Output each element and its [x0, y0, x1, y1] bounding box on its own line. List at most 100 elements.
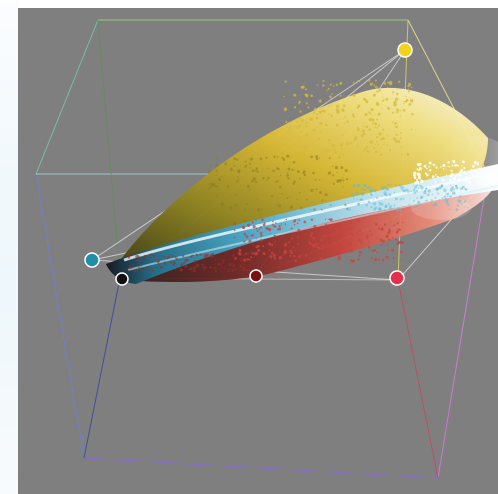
color-speck: [332, 232, 335, 236]
color-speck: [348, 251, 350, 254]
color-speck: [324, 199, 326, 202]
color-speck: [272, 169, 275, 172]
color-speck: [335, 104, 340, 108]
color-speck: [279, 228, 281, 230]
color-speck: [368, 118, 372, 122]
color-speck: [340, 166, 344, 170]
color-speck: [239, 266, 242, 269]
color-speck: [374, 230, 376, 232]
color-speck: [314, 179, 317, 181]
color-speck: [353, 138, 356, 142]
color-speck: [300, 85, 304, 89]
color-speck: [128, 265, 132, 269]
color-speck: [455, 208, 459, 211]
color-speck: [308, 257, 311, 259]
color-speck: [146, 267, 149, 270]
color-speck: [310, 155, 314, 159]
color-speck: [372, 93, 376, 97]
color-speck: [140, 269, 143, 273]
color-speck: [345, 243, 348, 246]
color-speck: [341, 249, 344, 252]
color-speck: [271, 251, 274, 255]
color-speck: [232, 264, 236, 268]
color-speck: [458, 177, 460, 179]
color-speck: [129, 262, 131, 265]
color-speck: [259, 226, 263, 229]
color-speck: [356, 198, 358, 200]
color-speck: [257, 248, 261, 252]
color-speck: [472, 166, 474, 168]
color-speck: [362, 132, 366, 136]
color-speck: [382, 96, 384, 98]
color-speck: [289, 138, 292, 141]
color-speck: [383, 209, 386, 212]
color-speck: [321, 199, 323, 201]
color-speck: [391, 184, 393, 186]
color-speck: [297, 219, 299, 221]
color-speck: [340, 81, 343, 84]
color-speck: [384, 205, 388, 208]
color-speck: [275, 181, 278, 183]
color-speck: [309, 118, 313, 121]
color-speck: [387, 81, 390, 84]
color-speck: [311, 142, 314, 145]
color-speck: [478, 174, 481, 177]
color-speck: [207, 170, 211, 173]
color-speck: [359, 230, 362, 233]
color-speck: [430, 199, 433, 202]
color-speck: [428, 165, 431, 168]
color-speck: [345, 228, 348, 231]
color-speck: [260, 234, 263, 237]
color-speck: [380, 244, 382, 246]
palette-handles[interactable]: [84, 42, 413, 286]
color-speck: [317, 137, 321, 141]
color-speck: [275, 222, 277, 224]
color-speck: [352, 81, 355, 84]
color-speck: [346, 120, 349, 123]
color-speck: [222, 261, 224, 263]
color-speck: [251, 233, 254, 237]
color-speck: [345, 178, 349, 181]
color-speck: [415, 189, 419, 193]
color-speck: [327, 246, 329, 249]
color-speck: [267, 242, 271, 245]
color-speck: [284, 138, 286, 140]
color-speck: [428, 204, 430, 206]
color-speck: [351, 113, 355, 116]
color-speck: [278, 224, 281, 228]
color-speck: [254, 252, 258, 256]
color-speck: [357, 79, 359, 82]
color-speck: [375, 196, 379, 199]
color-cloud-canvas[interactable]: [18, 8, 498, 494]
color-speck: [358, 254, 361, 257]
color-speck: [434, 180, 437, 183]
color-speck: [243, 254, 246, 257]
color-speck: [446, 182, 449, 185]
handle-cyan[interactable]: [84, 252, 100, 268]
color-speck: [296, 222, 299, 225]
color-speck: [251, 221, 254, 224]
handle-red[interactable]: [389, 270, 405, 286]
color-speck: [211, 252, 215, 256]
color-speck: [203, 266, 207, 270]
speckle-layer: [127, 79, 481, 273]
handle-black[interactable]: [115, 272, 129, 286]
color-speck: [373, 84, 376, 87]
color-speck: [458, 199, 462, 203]
color-speck: [428, 169, 432, 172]
color-speck: [214, 269, 218, 273]
handle-yellow[interactable]: [397, 42, 413, 58]
color-speck: [353, 184, 357, 188]
color-speck: [395, 97, 399, 101]
handle-dark-red[interactable]: [249, 269, 263, 283]
color-speck: [246, 258, 250, 261]
color-speck: [248, 253, 250, 255]
color-speck: [391, 237, 394, 239]
3d-color-viewport[interactable]: [18, 8, 498, 494]
color-speck: [413, 184, 415, 186]
color-speck: [459, 195, 462, 198]
color-speck: [364, 148, 367, 151]
color-speck: [387, 106, 391, 110]
color-speck: [290, 142, 292, 144]
color-speck: [215, 184, 219, 188]
